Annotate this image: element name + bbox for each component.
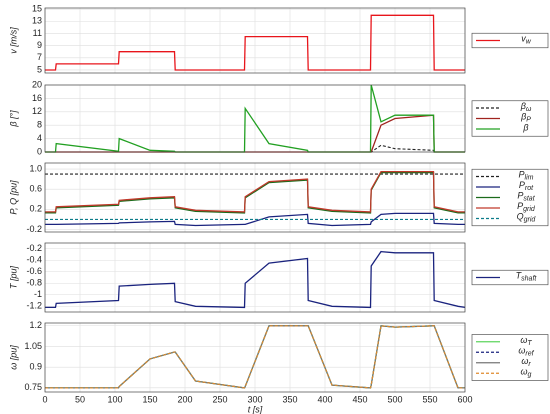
plot-frame [44,7,466,74]
legend-label: Prot [519,180,534,191]
y-tick-label: 20 [32,79,42,89]
legend-box [471,168,549,227]
y-tick-label: 5 [37,64,42,74]
y-axis-label: ω [pu] [8,345,18,370]
y-tick-label: 11 [33,28,42,38]
y-tick-label: -1.2 [26,301,42,311]
series-line [45,325,465,389]
legend-label: Pgrid [517,201,536,212]
legend-label: Tshaft [516,271,538,282]
legend-label: ωref [518,346,534,357]
x-tick-label: 250 [212,394,227,404]
y-tick-label: -0.8 [26,278,42,288]
y-tick-label: -1 [34,289,42,299]
y-tick-label: -0.2 [26,243,42,253]
series-line [45,84,465,153]
y-axis-label: P, Q [pu] [8,180,18,215]
y-tick-label: 15 [32,4,42,14]
legend-label: vw [521,34,532,45]
y-axis-label: β [°] [8,110,18,128]
legend-label: ωr [521,356,531,367]
y-tick-label: 8 [37,120,42,130]
legend-box [471,269,549,286]
y-tick-label: 0.75 [24,382,42,392]
legend-label: β [522,122,528,132]
legend-label: Pstat [517,191,535,202]
y-tick-label: 9 [37,40,42,50]
legend-label: ωT [520,335,532,346]
legend-label: Qgrid [517,212,537,223]
y-tick-label: -0.2 [26,224,42,234]
x-tick-label: 200 [177,394,192,404]
plot-frame [44,162,466,233]
y-tick-label: 0.6 [29,184,42,194]
series-line [45,170,465,213]
plot-frame [44,84,466,153]
x-tick-label: 300 [247,394,262,404]
series-line [45,250,466,309]
y-tick-label: 0.9 [29,362,42,372]
y-tick-label: 13 [32,16,42,26]
x-tick-label: 550 [422,394,437,404]
x-tick-label: 500 [387,394,402,404]
series-line [45,144,465,153]
y-axis-label: v [m/s] [8,27,18,54]
legend-label: βω [520,101,532,112]
y-tick-label: 0 [37,146,42,156]
y-tick-label: 1.05 [24,341,42,351]
x-tick-label: 150 [142,394,157,404]
x-axis-label: t [s] [248,404,263,414]
plot-frame [44,322,466,393]
legend-label: Plim [519,170,534,181]
plot-frame [44,242,466,313]
x-tick-label: 0 [42,394,47,404]
y-axis-label: T [pu] [8,265,18,289]
x-tick-label: 100 [107,394,122,404]
series-line [45,14,465,71]
legend-label: βP [520,112,531,123]
y-tick-label: 16 [32,93,42,103]
y-tick-label: 7 [37,52,42,62]
x-tick-label: 600 [457,394,472,404]
x-tick-label: 350 [282,394,297,404]
y-tick-label: 0.2 [29,204,42,214]
x-tick-label: 50 [75,394,85,404]
y-tick-label: 12 [32,106,42,116]
legend-label: ωg [521,367,532,378]
x-tick-label: 450 [352,394,367,404]
y-tick-label: -0.6 [26,266,42,276]
legend-box [471,32,549,49]
y-tick-label: 1.0 [29,163,42,173]
y-tick-label: 1.2 [29,320,42,330]
y-tick-label: 4 [37,133,42,143]
y-tick-label: -0.4 [26,255,42,265]
x-tick-label: 400 [317,394,332,404]
series-line [45,212,465,227]
